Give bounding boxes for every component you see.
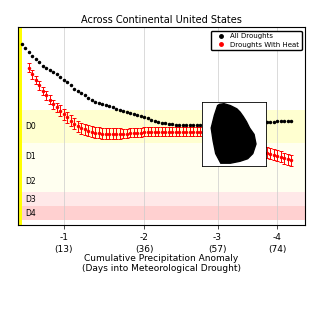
Line: All Droughts: All Droughts xyxy=(20,42,293,127)
Droughts With Heat xyxy=(118,132,122,136)
Text: D2: D2 xyxy=(25,177,36,186)
Text: -2: -2 xyxy=(140,233,148,242)
All Droughts xyxy=(37,60,41,64)
Text: D0: D0 xyxy=(25,122,36,131)
Bar xyxy=(18,110,305,143)
All Droughts xyxy=(156,120,160,124)
Droughts With Heat xyxy=(51,102,55,106)
Text: D3: D3 xyxy=(25,195,36,204)
Line: Droughts With Heat: Droughts With Heat xyxy=(27,66,293,162)
Droughts With Heat xyxy=(27,66,31,70)
Text: (36): (36) xyxy=(135,245,153,254)
Text: D4: D4 xyxy=(25,209,36,218)
Droughts With Heat xyxy=(195,130,198,133)
All Droughts xyxy=(65,80,69,84)
Text: D1: D1 xyxy=(25,152,36,161)
Text: (74): (74) xyxy=(268,245,286,254)
Text: (57): (57) xyxy=(208,245,227,254)
Text: -3: -3 xyxy=(213,233,222,242)
X-axis label: Cumulative Precipitation Anomaly
(Days into Meteorological Drought): Cumulative Precipitation Anomaly (Days i… xyxy=(82,253,241,273)
Bar xyxy=(18,192,305,206)
Title: Across Continental United States: Across Continental United States xyxy=(81,15,242,25)
Droughts With Heat xyxy=(202,129,205,132)
All Droughts xyxy=(20,42,24,45)
Text: -1: -1 xyxy=(59,233,68,242)
All Droughts xyxy=(216,122,220,126)
Bar xyxy=(18,143,305,170)
Legend: All Droughts, Droughts With Heat: All Droughts, Droughts With Heat xyxy=(211,31,301,50)
Droughts With Heat xyxy=(163,130,167,133)
Bar xyxy=(18,206,305,220)
All Droughts xyxy=(107,104,111,108)
Text: -4: -4 xyxy=(273,233,282,242)
Text: (13): (13) xyxy=(54,245,73,254)
Polygon shape xyxy=(211,104,256,163)
All Droughts xyxy=(174,123,178,127)
Bar xyxy=(18,170,305,192)
All Droughts xyxy=(289,119,293,123)
All Droughts xyxy=(135,113,139,117)
Droughts With Heat xyxy=(289,158,293,162)
Droughts With Heat xyxy=(236,136,240,140)
Bar xyxy=(18,27,22,225)
